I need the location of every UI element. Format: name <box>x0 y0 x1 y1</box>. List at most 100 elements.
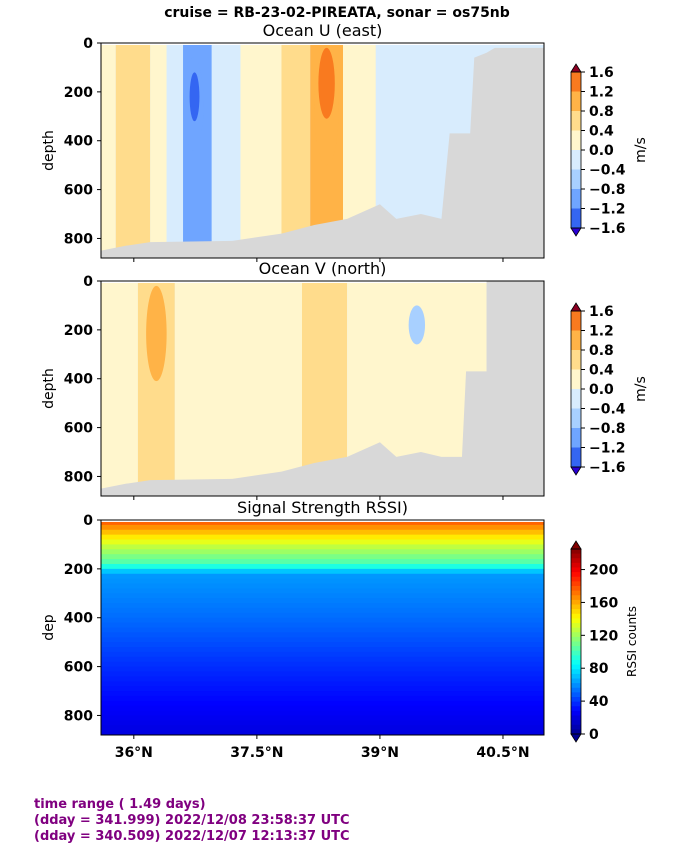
colorbar-tick-label: 0.4 <box>589 363 614 379</box>
colorbar-label: m/s <box>633 137 649 163</box>
colorbar-segment <box>571 130 581 151</box>
colorbar-segment <box>571 208 581 229</box>
rssi-layer-25 <box>101 642 544 648</box>
y-tick-label: 800 <box>64 469 93 485</box>
rssi-layer-38 <box>101 705 544 712</box>
colorbar-frame <box>570 548 582 735</box>
colorbar-extend-max <box>570 540 582 550</box>
rssi-layer-43 <box>101 730 544 735</box>
colorbar-segment <box>571 683 581 689</box>
time-range-footer: time range ( 1.49 days) (dday = 341.999)… <box>34 797 350 845</box>
colorbar-segment <box>571 687 581 693</box>
panel-title: Ocean V (north) <box>259 259 387 278</box>
y-axis-label: dep <box>41 614 57 641</box>
y-axis-label: depth <box>41 368 57 409</box>
rssi-layer-2 <box>101 529 544 536</box>
rssi-layer-13 <box>101 583 544 589</box>
colorbar-tick-label: 1.6 <box>589 65 614 81</box>
colorbar-tick-label: −1.6 <box>589 460 626 476</box>
velocity-band-5 <box>211 44 241 258</box>
rssi-layer-36 <box>101 695 544 702</box>
colorbar-segment <box>571 706 581 712</box>
rssi-layer-31 <box>101 671 544 677</box>
colorbar-segment <box>571 729 581 735</box>
velocity-band-7 <box>281 44 311 258</box>
time-range-end: (dday = 341.999) 2022/12/08 23:58:37 UTC <box>34 813 350 828</box>
rssi-layer-39 <box>101 710 544 716</box>
colorbar-segment <box>571 408 581 429</box>
time-range-start: (dday = 340.509) 2022/12/07 12:13:37 UTC <box>34 829 350 844</box>
heatmap-field <box>101 281 544 496</box>
colorbar-segment <box>571 595 581 601</box>
rssi-layer-35 <box>101 691 544 697</box>
rssi-layer-4 <box>101 539 544 545</box>
velocity-band-0 <box>101 44 116 258</box>
colorbar-tick-label: 0.0 <box>589 143 614 159</box>
figure: cruise = RB-23-02-PIREATA, sonar = os75n… <box>41 5 649 761</box>
colorbar-segment <box>571 553 581 559</box>
rssi-layer-30 <box>101 666 544 672</box>
colorbar-segment <box>571 710 581 716</box>
colorbar-tick-label: 1.6 <box>589 304 614 320</box>
surface-gap <box>101 281 544 283</box>
rssi-layer-10 <box>101 568 544 575</box>
colorbar-tick-label: 0.0 <box>589 382 614 398</box>
velocity-core-1 <box>408 305 426 345</box>
colorbar-segment <box>571 627 581 633</box>
colorbar-extend-min <box>570 466 582 476</box>
panel-title: Signal Strength RSSI) <box>237 498 408 517</box>
colorbar-segment <box>571 169 581 190</box>
colorbar-segment <box>571 369 581 390</box>
heatmap-field <box>101 43 544 258</box>
colorbar-segment <box>571 604 581 610</box>
colorbar-segment <box>571 613 581 619</box>
colorbar-segment <box>571 330 581 351</box>
x-tick-label: 40.5°N <box>476 745 529 761</box>
colorbar-segment <box>571 72 581 92</box>
y-tick-label: 600 <box>64 660 93 676</box>
colorbar-tick-label: −0.4 <box>589 402 626 418</box>
panels: Ocean U (east)0200400600800depth1.61.20.… <box>41 21 649 761</box>
seafloor-mask <box>101 47 544 258</box>
colorbar-tick-label: 120 <box>589 628 618 644</box>
rssi-layer-20 <box>101 617 544 624</box>
colorbar-segment <box>571 673 581 679</box>
colorbar-tick-label: 200 <box>589 563 618 579</box>
colorbar-segment <box>571 660 581 666</box>
colorbar-segment <box>571 428 581 448</box>
time-range-label: time range ( 1.49 days) <box>34 797 206 812</box>
rssi-layer-12 <box>101 578 544 585</box>
y-tick-label: 200 <box>64 323 93 339</box>
colorbar-segment <box>571 664 581 670</box>
colorbar-extend-max <box>570 63 582 73</box>
rssi-layer-15 <box>101 593 544 599</box>
x-tick-label: 36°N <box>115 745 153 761</box>
rssi-layer-40 <box>101 715 544 721</box>
colorbar-tick-label: −0.8 <box>589 421 626 437</box>
colorbar-segment <box>571 641 581 647</box>
colorbar-extend-min <box>570 227 582 237</box>
rssi-layer-33 <box>101 681 544 687</box>
colorbar-segment <box>571 567 581 573</box>
velocity-core-0 <box>146 285 167 382</box>
velocity-core-4 <box>318 47 335 119</box>
colorbar-segment <box>571 572 581 578</box>
rssi-layer-0 <box>101 520 544 526</box>
colorbar-segment <box>571 720 581 726</box>
colorbar-segment <box>571 636 581 642</box>
colorbar-segment <box>571 650 581 656</box>
rssi-layer-24 <box>101 637 544 643</box>
colorbar-segment <box>571 609 581 615</box>
rssi-layer-26 <box>101 647 544 653</box>
y-axis-label: depth <box>41 130 57 171</box>
colorbar-segment <box>571 189 581 209</box>
colorbar-tick-label: 80 <box>589 661 609 677</box>
axes-frame <box>100 42 545 259</box>
y-tick-label: 0 <box>83 513 93 529</box>
colorbar-segment <box>571 701 581 707</box>
rssi-layer-3 <box>101 534 544 541</box>
rssi-layer-6 <box>101 549 544 555</box>
colorbar-label: RSSI counts <box>625 606 639 677</box>
velocity-band-3 <box>166 44 184 258</box>
colorbar-segment <box>571 91 581 112</box>
